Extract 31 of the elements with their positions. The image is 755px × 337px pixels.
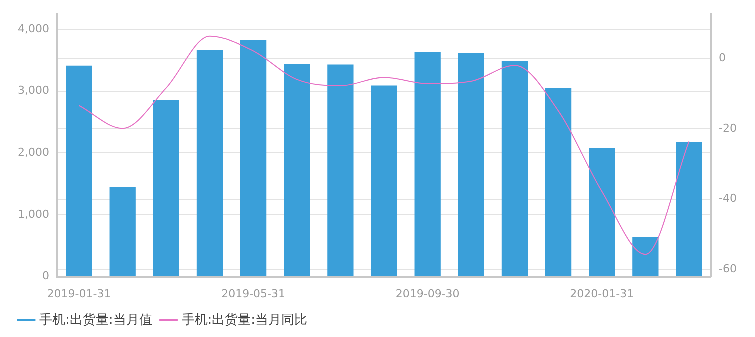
bar [371,86,398,276]
y2-tick-label: -60 [719,262,737,276]
x-tick-label: 2019-05-31 [222,287,286,300]
bar [196,50,224,276]
legend-label: 手机:出货量:当月值 [40,312,152,328]
y2-tick-label: 0 [719,51,726,64]
bar [414,52,441,276]
line-series [78,36,690,256]
y-tick-label: 4,000 [18,22,50,36]
bar [66,66,92,276]
bar [458,54,484,276]
y-tick-label: 0 [42,270,50,283]
bar [153,100,180,276]
bar [110,187,136,276]
bar [589,148,616,276]
x-tick-label: 2019-09-30 [396,287,460,300]
y-tick-label: 3,000 [18,84,50,98]
bar [240,40,267,276]
y-tick-label: 2,000 [18,146,50,159]
bar [676,142,702,276]
y2-tick-label: -40 [719,192,737,206]
bar [545,88,572,276]
legend-label: 手机:出货量:当月同比 [182,312,308,328]
y2-tick-label: -20 [719,122,737,135]
x-tick-label: 2019-01-31 [47,287,112,300]
bar [328,64,354,276]
x-tick-label: 2020-01-31 [570,287,634,300]
bar [632,237,659,276]
bar [284,64,310,276]
bar [502,60,528,276]
y-tick-label: 1,000 [18,208,50,221]
